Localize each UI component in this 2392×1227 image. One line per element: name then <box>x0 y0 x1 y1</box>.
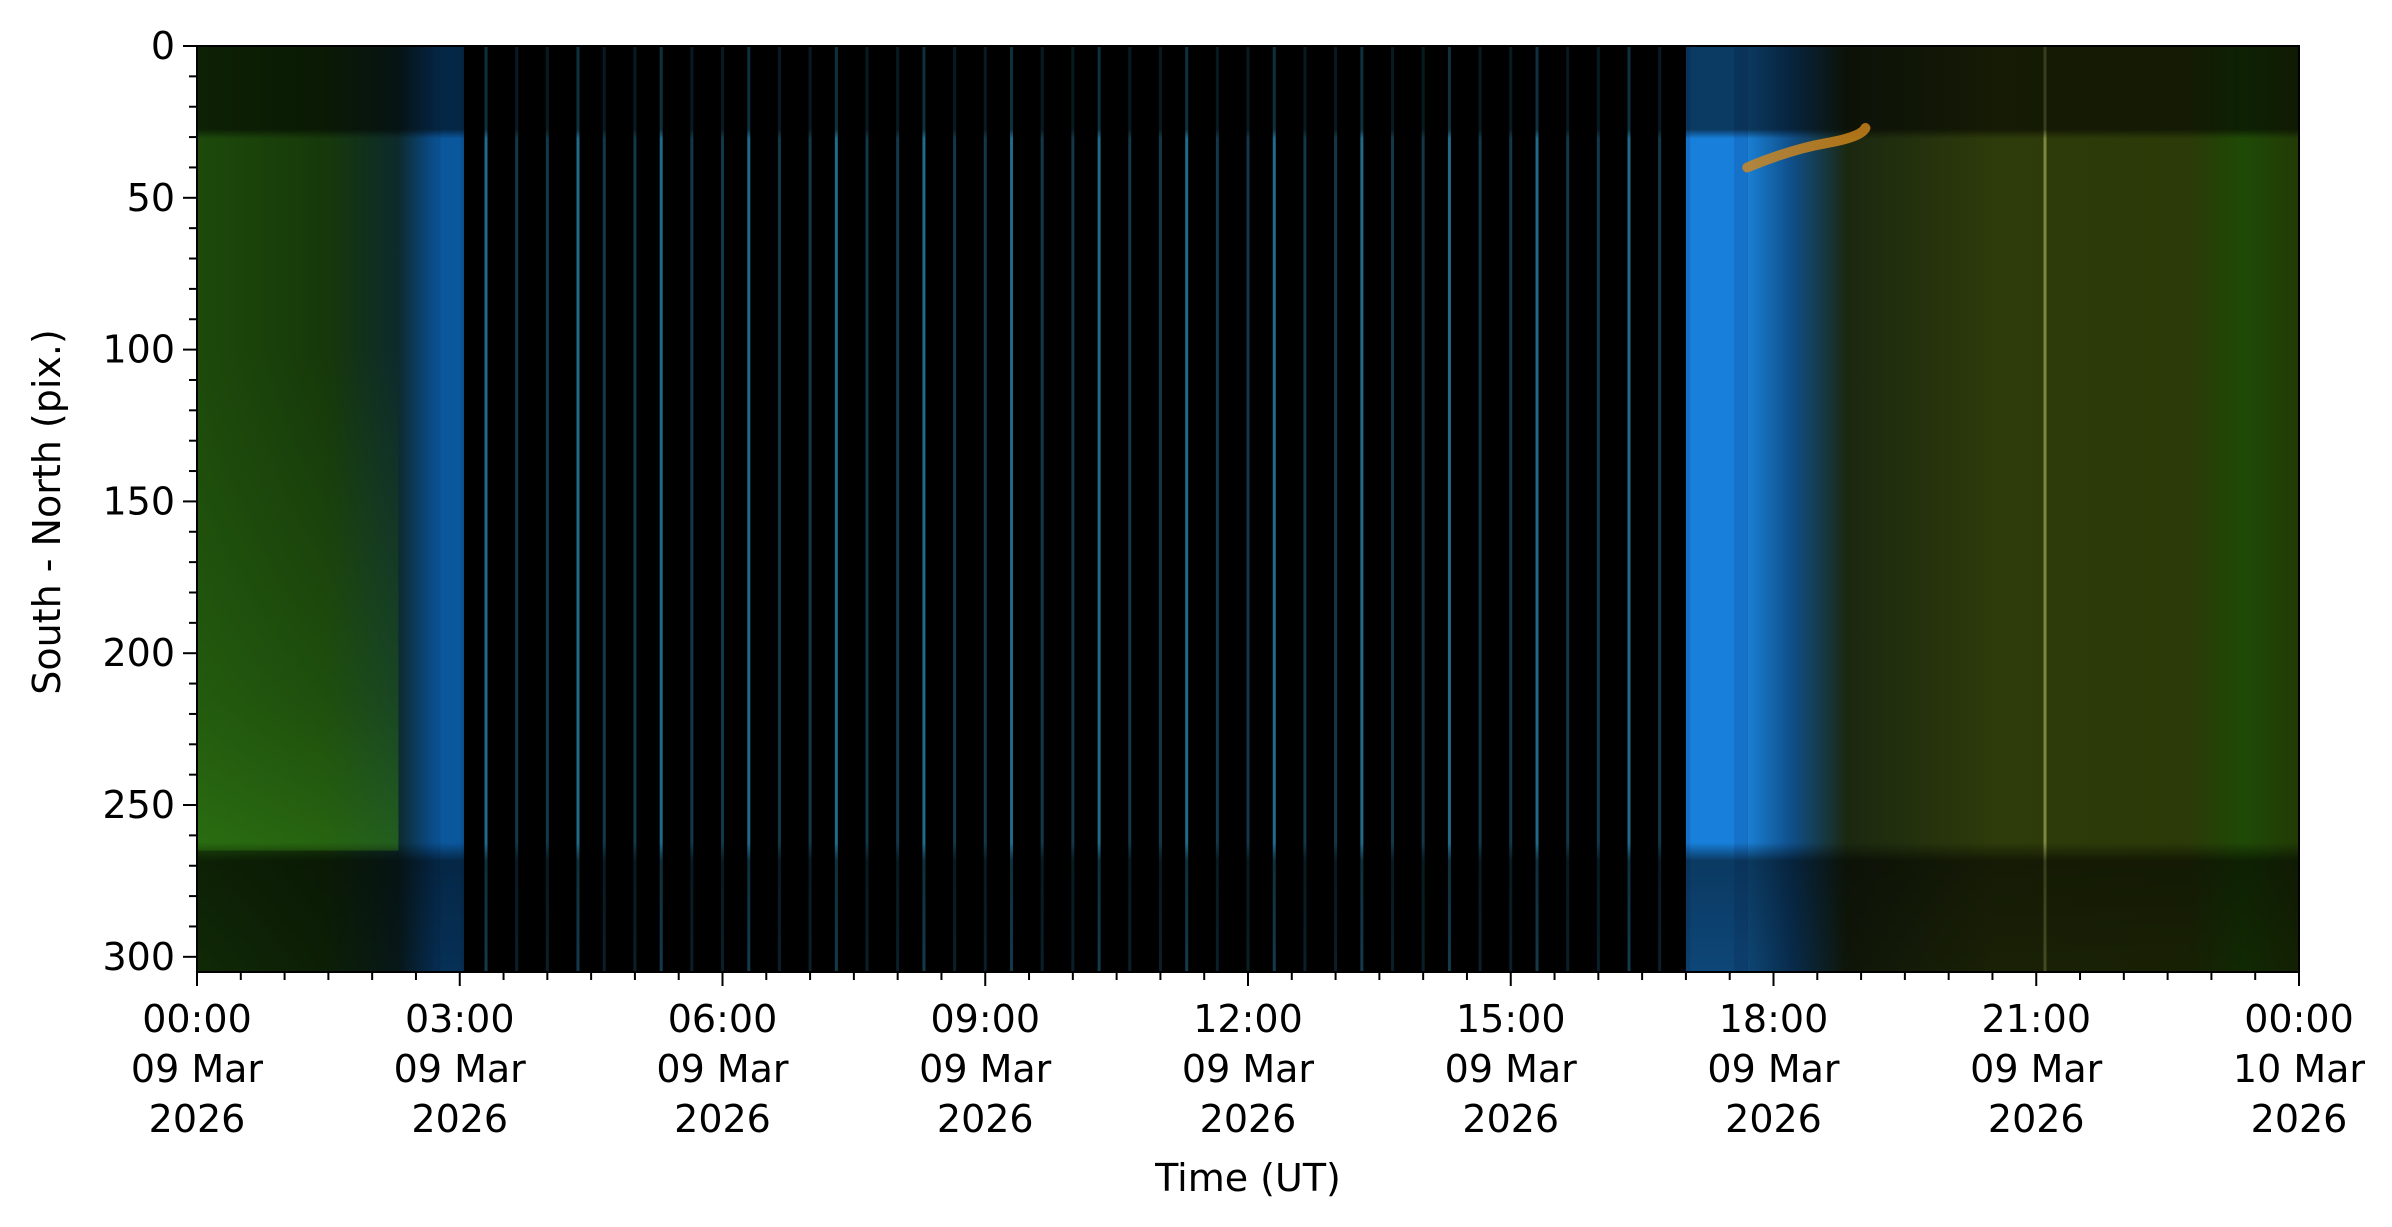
x-tick-label: 00:00 10 Mar 2026 <box>2233 997 2366 1141</box>
y-tick-label: 300 <box>102 935 175 979</box>
x-tick-label: 21:00 09 Mar 2026 <box>1970 997 2103 1141</box>
x-tick-label: 03:00 09 Mar 2026 <box>394 997 527 1141</box>
x-tick-label: 00:00 09 Mar 2026 <box>131 997 264 1141</box>
x-tick-label: 18:00 09 Mar 2026 <box>1707 997 1840 1141</box>
x-axis: 00:00 09 Mar 2026 03:00 09 Mar 2026 06:00 09 Ma… <box>131 972 2366 1141</box>
x-tick-label: 09:00 09 Mar 2026 <box>919 997 1052 1141</box>
y-tick-label: 250 <box>102 783 175 827</box>
x-tick-label: 12:00 09 Mar 2026 <box>1182 997 1315 1141</box>
x-tick-label: 06:00 09 Mar 2026 <box>656 997 789 1141</box>
y-tick-label: 100 <box>102 328 175 372</box>
y-axis-title: South - North (pix.) <box>25 329 69 695</box>
x-tick-label: 15:00 09 Mar 2026 <box>1445 997 1578 1141</box>
y-axis: 0 50 100 150 200 250 300 <box>102 24 197 979</box>
horizon-shading <box>197 46 2299 972</box>
y-tick-label: 0 <box>151 24 175 68</box>
y-tick-label: 50 <box>127 176 175 220</box>
overlay-layer <box>197 46 2299 972</box>
y-tick-label: 150 <box>102 479 175 523</box>
orange-arc <box>1742 122 1871 173</box>
plot-area <box>197 46 2299 972</box>
x-axis-title: Time (UT) <box>1154 1156 1341 1200</box>
y-tick-label: 200 <box>102 631 175 675</box>
